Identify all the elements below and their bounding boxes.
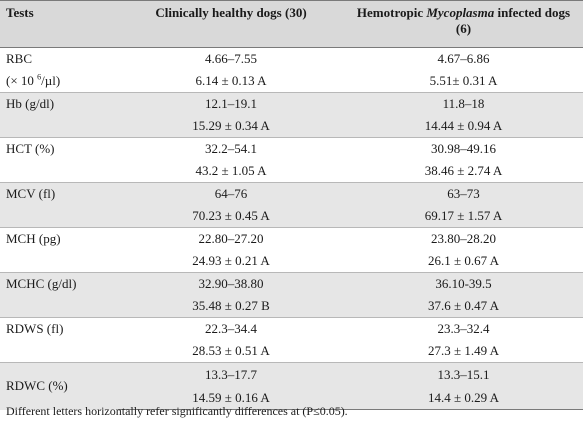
healthy-value: 15.29 ± 0.34 A [118,115,344,138]
header-infected-italic: Mycoplasma [426,5,495,20]
row-label [0,115,118,138]
header-tests: Tests [0,0,118,48]
row-label: (× 10 6/µl) [0,70,118,93]
table-row: HCT (%) 32.2–54.1 30.98–49.16 [0,138,583,161]
healthy-value: 24.93 ± 0.21 A [118,250,344,273]
healthy-value: 6.14 ± 0.13 A [118,70,344,93]
healthy-value: 43.2 ± 1.05 A [118,160,344,183]
infected-value: 27.3 ± 1.49 A [344,340,583,363]
row-label: RDWC (%) [0,362,118,410]
infected-value: 30.98–49.16 [431,141,496,156]
table-row: RDWC (%) 13.3–17.7 13.3–15.1 [0,362,583,410]
table-footnote: Different letters horizontally refer sig… [6,404,348,418]
row-label: Hb (g/dl) [0,92,118,115]
healthy-value: 64–76 [118,182,344,205]
healthy-value: 14.59 ± 0.16 A [118,386,344,410]
row-label: MCHC (g/dl) [0,272,118,295]
table-row: 24.93 ± 0.21 A 26.1 ± 0.67 A [0,250,583,273]
infected-value: 63–73 [344,182,583,205]
infected-value: 69.17 ± 1.57 A [344,205,583,228]
row-label: MCH (pg) [6,231,61,246]
table-row: MCH (pg) 22.80–27.20 23.80–28.20 [0,228,583,251]
header-infected-dogs: Hemotropic Mycoplasma infected dogs (6) [344,0,583,48]
table-row: 70.23 ± 0.45 A 69.17 ± 1.57 A [0,205,583,228]
healthy-value: 13.3–17.7 [118,362,344,386]
table-row: MCV (fl) 64–76 63–73 [0,182,583,205]
unit-exponent: 6 [37,72,42,82]
row-label [0,340,118,363]
table-row: MCHC (g/dl) 32.90–38.80 36.10-39.5 [0,272,583,295]
table-row: 35.48 ± 0.27 B 37.6 ± 0.47 A [0,295,583,318]
infected-value: 23.3–32.4 [437,321,490,336]
table-row: 14.59 ± 0.16 A 14.4 ± 0.29 A [0,386,583,410]
infected-value: 36.10-39.5 [344,272,583,295]
hematology-table: Tests Clinically healthy dogs (30) Hemot… [0,0,583,410]
healthy-value: 28.53 ± 0.51 A [118,340,344,363]
healthy-value: 32.2–54.1 [205,141,257,156]
row-label: RDWS (fl) [6,321,64,336]
infected-value: 11.8–18 [344,92,583,115]
healthy-value: 32.90–38.80 [118,272,344,295]
row-label [0,160,118,183]
table-row: 43.2 ± 1.05 A 38.46 ± 2.74 A [0,160,583,183]
unit-pre: (× 10 [6,73,38,88]
healthy-value: 22.80–27.20 [198,231,264,246]
header-infected-pre: Hemotropic [356,5,427,20]
row-label [0,295,118,318]
healthy-value: 12.1–19.1 [118,92,344,115]
table-row: RDWS (fl) 22.3–34.4 23.3–32.4 [0,318,583,341]
healthy-value: 35.48 ± 0.27 B [118,295,344,318]
row-label [0,205,118,228]
infected-value: 13.3–15.1 [344,362,583,386]
infected-value: 38.46 ± 2.74 A [344,160,583,183]
header-infected-count: (6) [455,21,472,36]
table-row: (× 10 6/µl) 6.14 ± 0.13 A 5.51± 0.31 A [0,70,583,93]
healthy-value: 70.23 ± 0.45 A [118,205,344,228]
healthy-value: 4.66–7.55 [205,51,257,66]
table-row: Hb (g/dl) 12.1–19.1 11.8–18 [0,92,583,115]
table-row: 15.29 ± 0.34 A 14.44 ± 0.94 A [0,115,583,138]
header-healthy-dogs: Clinically healthy dogs (30) [118,0,344,48]
table-row: 28.53 ± 0.51 A 27.3 ± 1.49 A [0,340,583,363]
row-label: MCV (fl) [0,182,118,205]
healthy-value: 22.3–34.4 [205,321,257,336]
infected-value: 26.1 ± 0.67 A [344,250,583,273]
infected-value: 14.44 ± 0.94 A [344,115,583,138]
infected-value: 5.51± 0.31 A [344,70,583,93]
infected-value: 37.6 ± 0.47 A [344,295,583,318]
table-row: RBC 4.66–7.55 4.67–6.86 [0,48,583,71]
infected-value: 14.4 ± 0.29 A [344,386,583,410]
unit-post: /µl) [41,73,61,88]
infected-value: 23.80–28.20 [431,231,496,246]
infected-value: 4.67–6.86 [437,51,490,66]
table-header-row: Tests Clinically healthy dogs (30) Hemot… [0,0,583,48]
row-label [0,250,118,273]
row-label: RBC [6,51,33,66]
header-infected-post: infected dogs [494,5,571,20]
row-label: HCT (%) [6,141,55,156]
